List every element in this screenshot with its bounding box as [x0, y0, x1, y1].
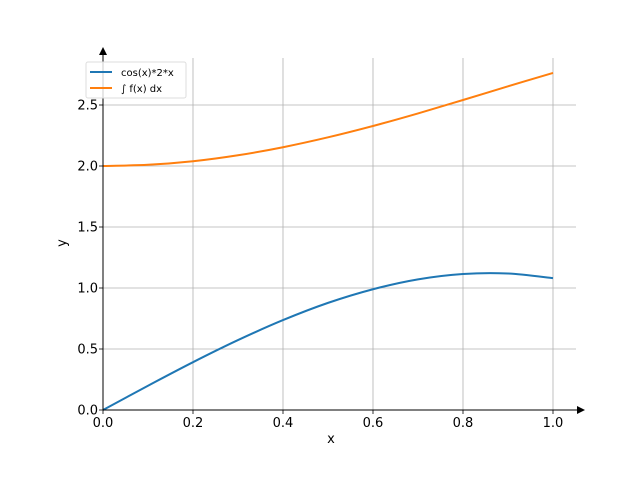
y-axis-label: y: [55, 239, 70, 247]
series-layer: [102, 71, 554, 411]
series-line-1: [102, 272, 554, 411]
legend-label-2: ∫ f(x) dx: [121, 84, 162, 95]
legend-label-1: cos(x)*2*x: [121, 68, 174, 79]
ticks: 0.0 0.2 0.4 0.6 0.8 1.0 0.0 0.5 1.0 1.5 2.0 2.5: [77, 99, 563, 432]
x-tick-label: 0.2: [183, 416, 204, 431]
grid: [103, 58, 576, 410]
series-line-2: [102, 71, 554, 167]
x-tick-label: 0.4: [273, 416, 294, 431]
x-tick-label: 0.6: [363, 416, 384, 431]
y-tick-label: 2.0: [77, 160, 98, 175]
x-tick-label: 0.8: [453, 416, 474, 431]
x-tick-label: 0.0: [93, 416, 114, 431]
y-tick-label: 1.5: [77, 221, 98, 236]
x-tick-label: 1.0: [543, 416, 564, 431]
y-tick-label: 0.0: [77, 404, 98, 419]
y-tick-label: 2.5: [77, 99, 98, 114]
y-tick-label: 0.5: [77, 343, 98, 358]
y-axis-arrow: [99, 47, 107, 55]
axes: [99, 47, 585, 414]
legend: cos(x)*2*x ∫ f(x) dx: [85, 61, 187, 99]
x-axis-arrow: [577, 406, 585, 414]
x-axis-label: x: [327, 432, 335, 447]
y-tick-label: 1.0: [77, 282, 98, 297]
